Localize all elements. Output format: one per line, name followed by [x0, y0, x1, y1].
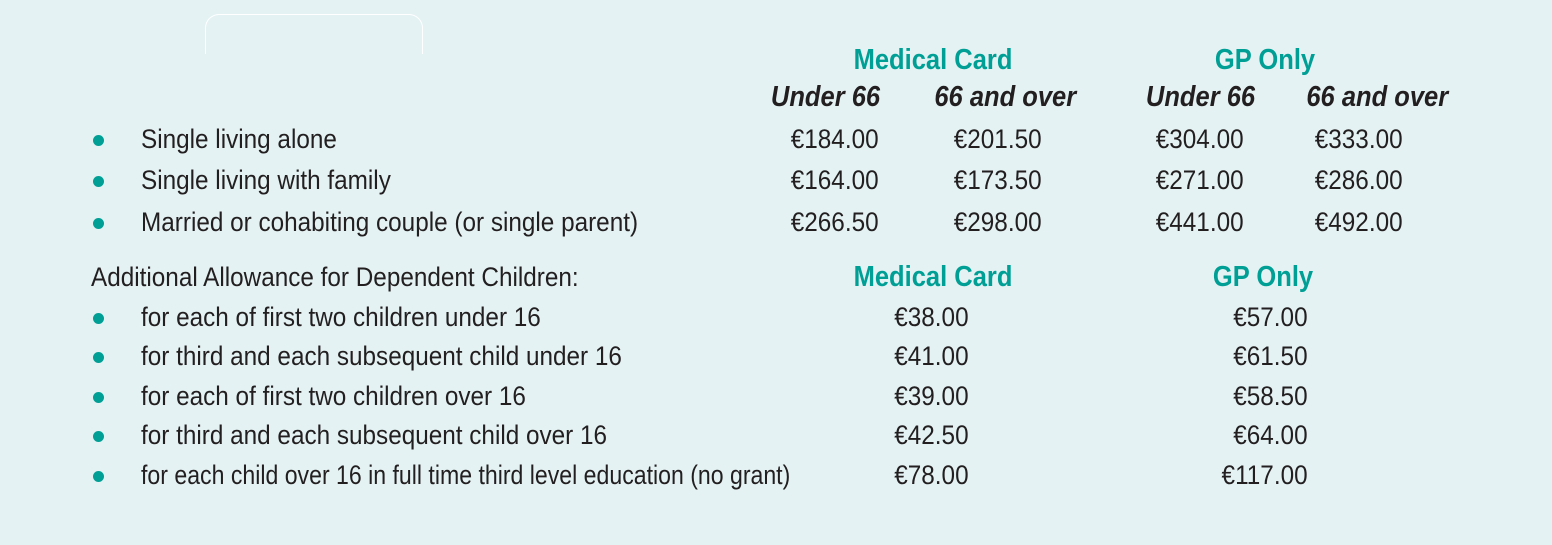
mc-value: €39.00 — [894, 381, 969, 411]
gp-value: €117.00 — [1221, 460, 1308, 490]
row-label: for third and each subsequent child over… — [141, 420, 608, 450]
bullet-icon — [93, 218, 104, 229]
row-label: Single living alone — [141, 124, 337, 154]
gp-value: €57.00 — [1233, 302, 1308, 332]
children-header-gp-only: GP Only — [1212, 261, 1314, 293]
mc-value: €42.50 — [894, 420, 969, 450]
header-medical-card: Medical Card — [853, 44, 1013, 76]
bullet-icon — [93, 176, 104, 187]
mc-under-66-value: €266.50 — [791, 207, 879, 237]
row-label: for each of first two children under 16 — [141, 302, 541, 332]
subheader-gp-under-66: Under 66 — [1145, 81, 1255, 113]
mc-66-and-over-value: €201.50 — [954, 124, 1042, 154]
subheader-mc-66-and-over: 66 and over — [934, 81, 1076, 113]
mc-value: €78.00 — [894, 460, 969, 490]
row-label: for each child over 16 in full time thir… — [141, 460, 791, 490]
gp-value: €64.00 — [1233, 420, 1308, 450]
mc-value: €38.00 — [894, 302, 969, 332]
bullet-icon — [93, 392, 104, 403]
gp-66-and-over-value: €492.00 — [1315, 207, 1403, 237]
mc-value: €41.00 — [894, 341, 969, 371]
header-gp-only: GP Only — [1214, 44, 1316, 76]
subheader-gp-66-and-over: 66 and over — [1306, 81, 1448, 113]
mc-under-66-value: €184.00 — [791, 124, 879, 154]
row-label: Married or cohabiting couple (or single … — [141, 207, 639, 237]
gp-under-66-value: €304.00 — [1156, 124, 1244, 154]
mc-66-and-over-value: €298.00 — [954, 207, 1042, 237]
row-label: for each of first two children over 16 — [141, 381, 526, 411]
bullet-icon — [93, 313, 104, 324]
subheader-mc-under-66: Under 66 — [770, 81, 880, 113]
bullet-icon — [93, 431, 104, 442]
children-header-medical-card: Medical Card — [853, 261, 1013, 293]
bullet-icon — [93, 135, 104, 146]
mc-under-66-value: €164.00 — [791, 165, 879, 195]
mc-66-and-over-value: €173.50 — [954, 165, 1042, 195]
gp-66-and-over-value: €286.00 — [1315, 165, 1403, 195]
gp-value: €61.50 — [1233, 341, 1308, 371]
bullet-icon — [93, 352, 104, 363]
gp-under-66-value: €271.00 — [1156, 165, 1244, 195]
decorative-tab-outline — [205, 14, 423, 54]
row-label: Single living with family — [141, 165, 391, 195]
row-label: for third and each subsequent child unde… — [141, 341, 622, 371]
children-heading: Additional Allowance for Dependent Child… — [91, 262, 579, 292]
bullet-icon — [93, 471, 104, 482]
gp-value: €58.50 — [1233, 381, 1308, 411]
gp-66-and-over-value: €333.00 — [1315, 124, 1403, 154]
gp-under-66-value: €441.00 — [1156, 207, 1244, 237]
